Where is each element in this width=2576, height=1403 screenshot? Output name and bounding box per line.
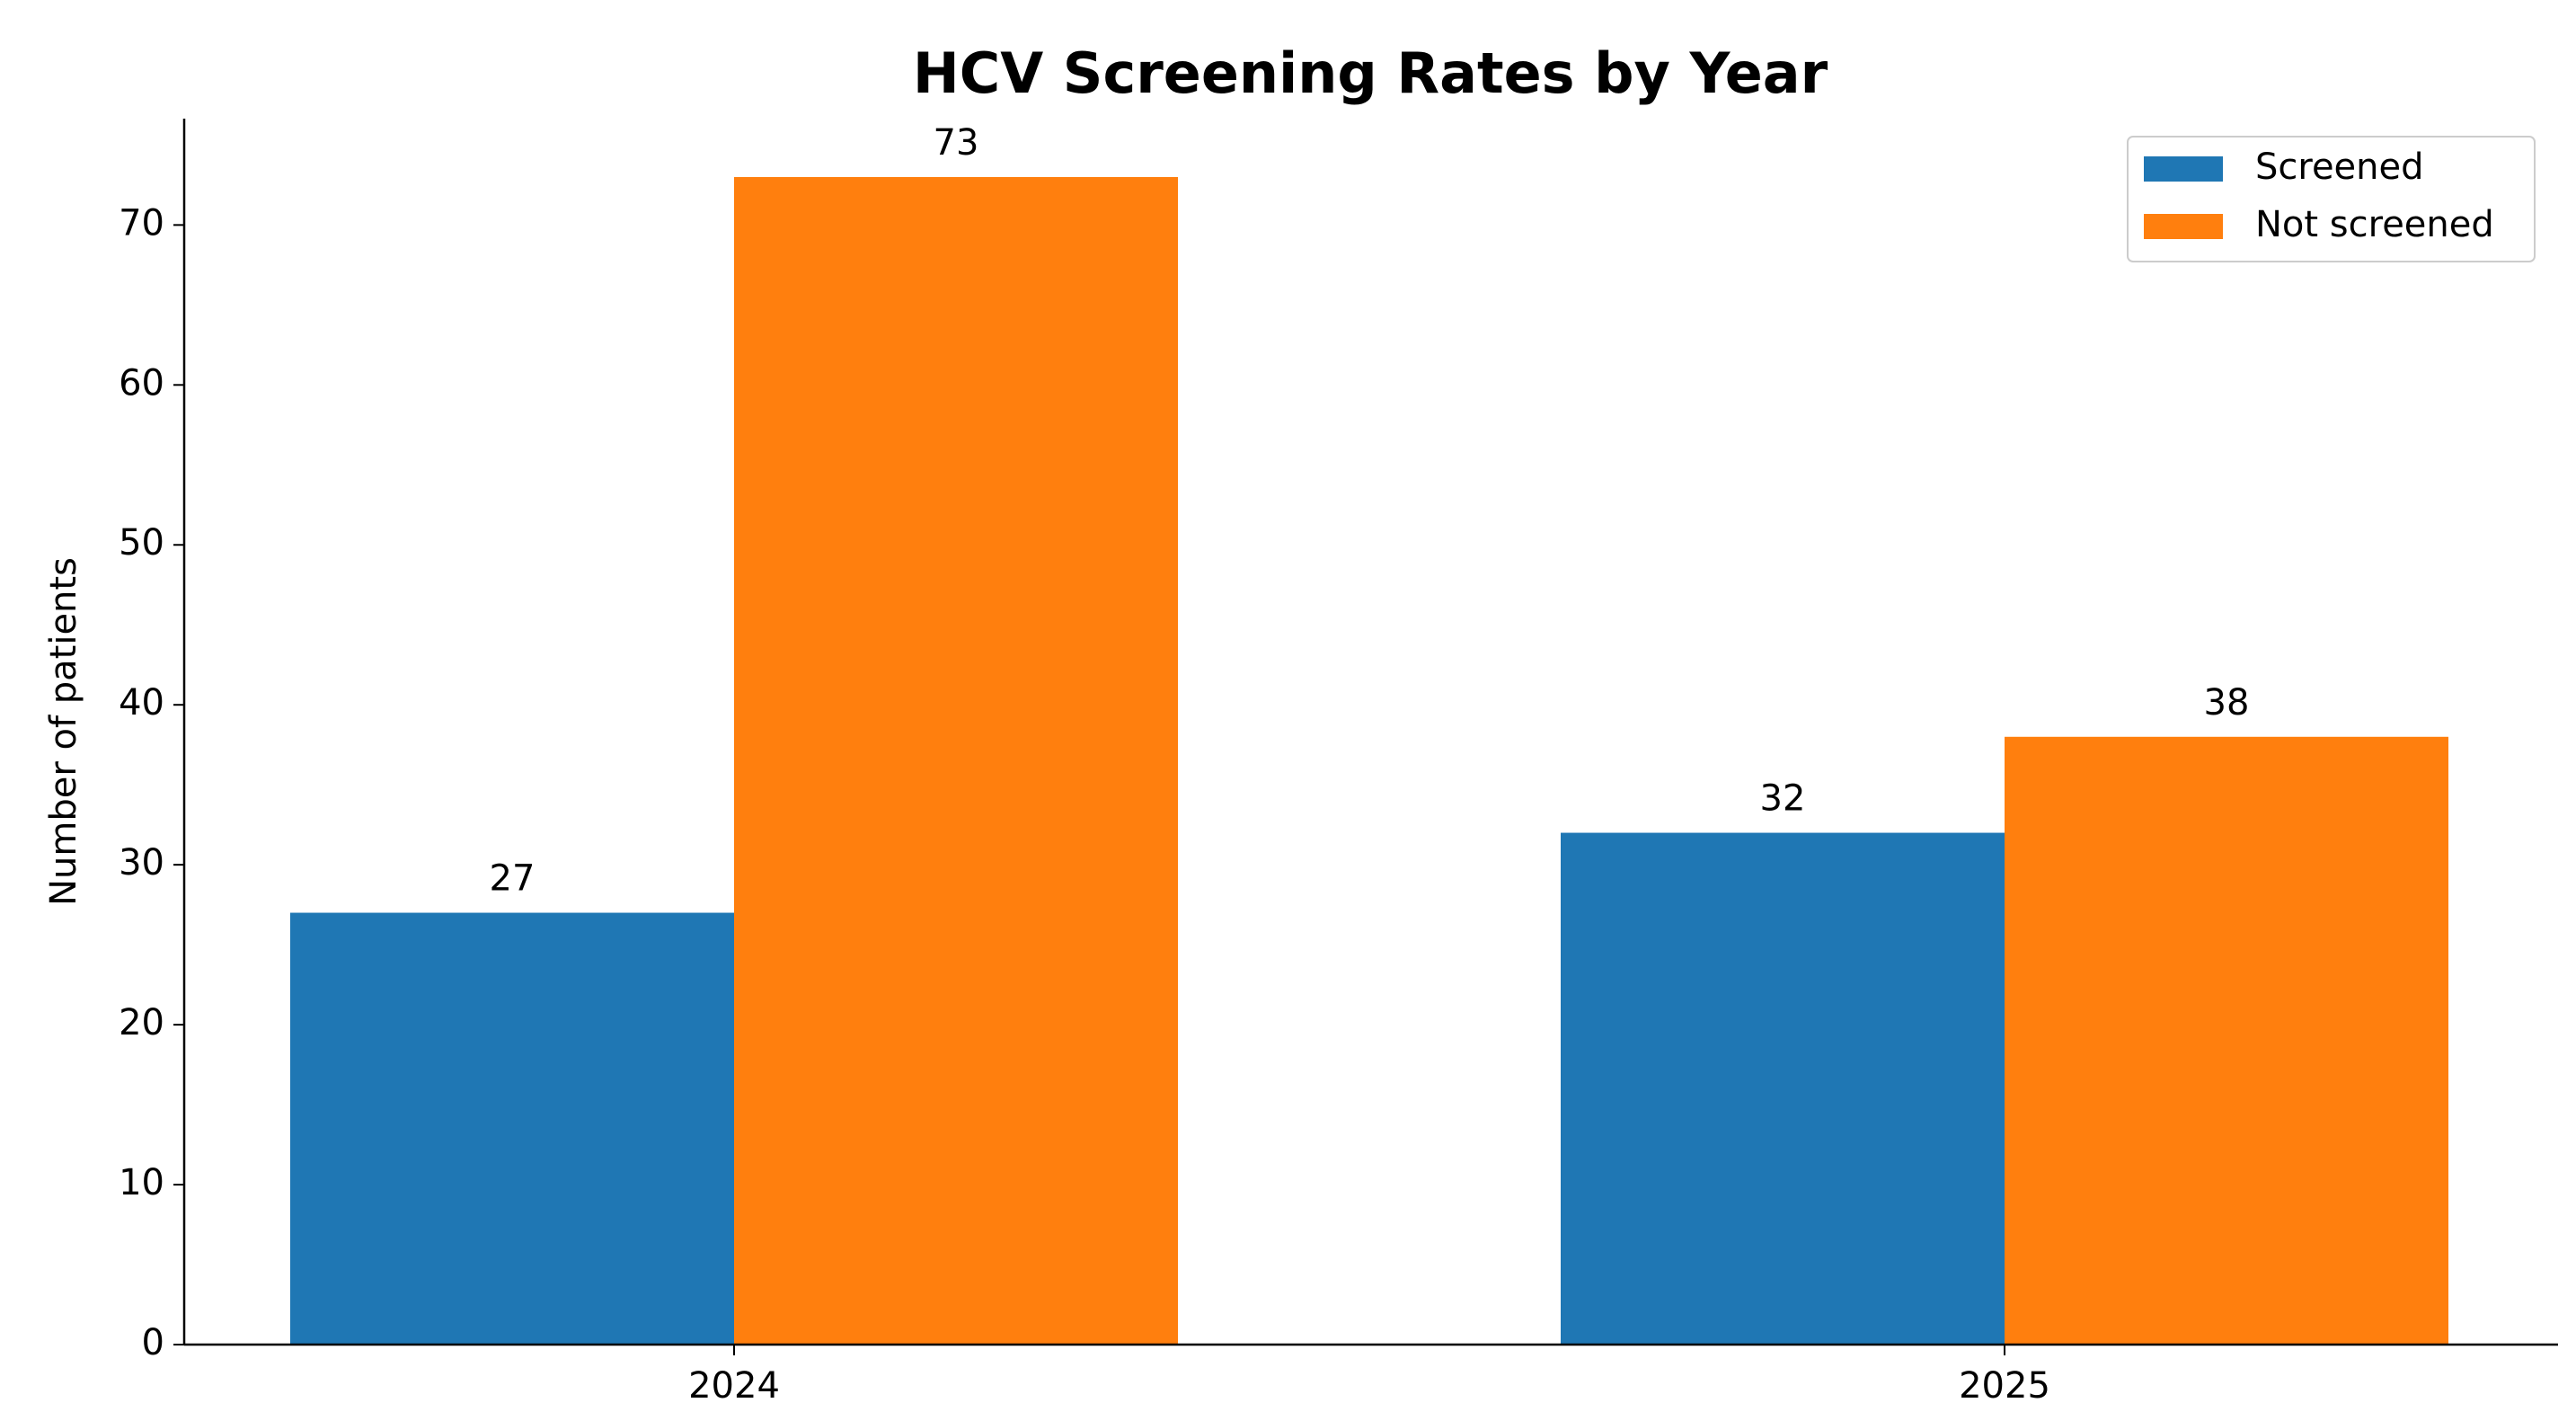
y-axis-label: Number of patients	[43, 557, 84, 906]
y-tick-label: 60	[119, 362, 164, 404]
value-label: 73	[934, 122, 979, 164]
chart-title: HCV Screening Rates by Year	[913, 40, 1828, 106]
y-tick-label: 50	[119, 522, 164, 564]
legend-label: Screened	[2255, 147, 2424, 188]
bar	[290, 912, 734, 1345]
y-tick-label: 20	[119, 1002, 164, 1043]
x-tick-label: 2024	[688, 1365, 780, 1403]
y-tick-label: 40	[119, 682, 164, 724]
value-label: 27	[490, 858, 536, 900]
bar	[2005, 736, 2448, 1345]
y-tick-label: 30	[119, 842, 164, 884]
x-tick-label: 2025	[1959, 1365, 2050, 1403]
legend-swatch	[2144, 214, 2223, 239]
legend-label: Not screened	[2255, 204, 2494, 245]
y-tick-label: 10	[119, 1162, 164, 1203]
legend-swatch	[2144, 156, 2223, 182]
y-tick-label: 0	[142, 1322, 164, 1363]
bar	[1561, 832, 2005, 1345]
value-label: 38	[2204, 682, 2250, 724]
legend-box	[2127, 136, 2536, 262]
y-tick-label: 70	[119, 202, 164, 244]
bar	[734, 176, 1178, 1345]
value-label: 32	[1760, 778, 1806, 820]
